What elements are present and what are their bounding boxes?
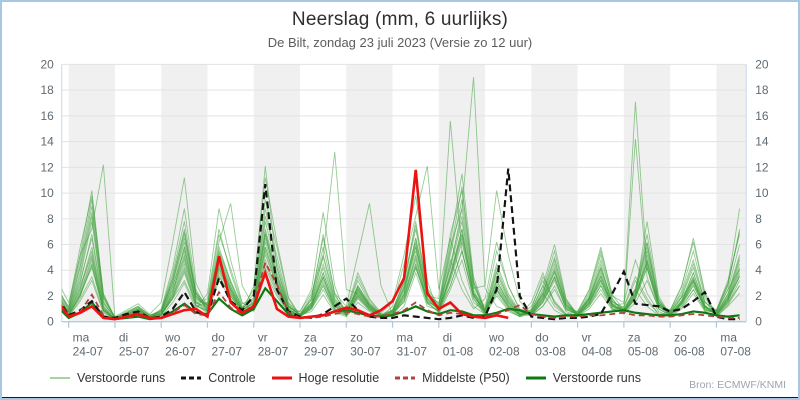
x-axis-day-label: di xyxy=(119,331,128,345)
legend-item: Middelste (P50) xyxy=(394,371,510,385)
y-axis-tick-label-right: 14 xyxy=(755,135,769,149)
legend-label: Hoge resolutie xyxy=(298,371,380,385)
x-axis-date-label: 06-08 xyxy=(674,344,705,358)
y-axis-tick-label-left: 10 xyxy=(40,186,54,200)
y-axis-tick-label-left: 6 xyxy=(47,238,54,252)
x-axis-date-label: 02-08 xyxy=(489,344,520,358)
ensemble-member-line xyxy=(61,138,741,320)
ensemble-member-line xyxy=(61,190,741,319)
page-title: Neerslag (mm, 6 uurlijks) xyxy=(291,9,509,30)
legend: Verstoorde runs Controle Hoge resolutie Mid… xyxy=(2,371,688,385)
y-axis-tick-label-left: 14 xyxy=(40,135,54,149)
hoge-resolutie-line xyxy=(61,169,509,321)
y-axis-tick-label-left: 2 xyxy=(47,289,54,303)
y-axis-tick-label-right: 12 xyxy=(755,160,769,174)
legend-swatch xyxy=(525,376,546,380)
x-axis-date-label: 29-07 xyxy=(304,344,335,358)
x-axis-day-label: ma xyxy=(73,331,90,345)
ensemble-member-line xyxy=(61,173,741,319)
legend-label: Verstoorde runs xyxy=(77,371,166,385)
x-axis-date-label: 30-07 xyxy=(350,344,381,358)
x-axis-day-label: zo xyxy=(674,331,687,345)
y-axis-tick-label-right: 16 xyxy=(755,109,769,123)
legend-label: Verstoorde runs xyxy=(552,371,641,385)
y-axis-tick-label-left: 0 xyxy=(47,315,54,329)
legend-swatch xyxy=(50,377,71,379)
x-axis-date-label: 03-08 xyxy=(535,344,566,358)
x-axis-day-label: za xyxy=(628,331,641,345)
y-axis-tick-label-right: 20 xyxy=(755,57,769,71)
page-subtitle: De Bilt, zondag 23 juli 2023 (Versie zo … xyxy=(267,35,533,50)
x-axis-day-label: do xyxy=(535,331,549,345)
y-axis-tick-label-right: 8 xyxy=(755,212,762,226)
legend-label: Middelste (P50) xyxy=(422,371,510,385)
ensemble-member-line xyxy=(61,151,740,319)
x-axis-date-label: 01-08 xyxy=(443,344,474,358)
x-axis-date-label: 28-07 xyxy=(258,344,289,358)
x-axis-day-label: zo xyxy=(350,331,363,345)
legend-item: Hoge resolutie xyxy=(271,371,380,385)
x-axis-day-label: za xyxy=(304,331,317,345)
x-axis-day-label: ma xyxy=(397,331,414,345)
x-axis-date-label: 05-08 xyxy=(628,344,659,358)
legend-label: Controle xyxy=(208,371,256,385)
y-axis-tick-label-right: 0 xyxy=(755,315,762,329)
x-axis-day-label: vr xyxy=(258,331,268,345)
y-axis-tick-label-right: 18 xyxy=(755,83,769,97)
y-axis-tick-label-left: 12 xyxy=(40,160,54,174)
x-axis-day-label: wo xyxy=(164,331,181,345)
y-axis-tick-label-left: 18 xyxy=(40,83,54,97)
x-axis-date-label: 27-07 xyxy=(211,344,242,358)
x-axis-day-label: di xyxy=(443,331,452,345)
y-axis-tick-label-right: 6 xyxy=(755,238,762,252)
y-axis-tick-label-left: 20 xyxy=(40,57,54,71)
ensemble-member-line xyxy=(61,165,741,320)
legend-item: Verstoorde runs xyxy=(525,371,641,385)
x-axis-date-label: 24-07 xyxy=(73,344,104,358)
y-axis-tick-label-left: 16 xyxy=(40,109,54,123)
y-axis-tick-label-left: 4 xyxy=(47,263,54,277)
x-axis-date-label: 04-08 xyxy=(582,344,613,358)
y-axis-tick-label-right: 2 xyxy=(755,289,762,303)
legend-swatch xyxy=(395,376,416,380)
x-axis-day-label: ma xyxy=(720,331,737,345)
x-axis-day-label: vr xyxy=(582,331,592,345)
bottom-bar xyxy=(2,397,798,398)
source-note: Bron: ECMWF/KNMI xyxy=(689,379,786,391)
y-axis-tick-label-left: 8 xyxy=(47,212,54,226)
legend-item: Verstoorde runs xyxy=(49,371,165,385)
legend-item: Controle xyxy=(180,371,256,385)
verstoorde-runs-thick-line xyxy=(61,286,740,321)
x-axis-day-label: do xyxy=(211,331,225,345)
x-axis-date-label: 25-07 xyxy=(119,344,150,358)
x-axis-date-label: 26-07 xyxy=(165,344,196,358)
x-axis-date-label: 31-07 xyxy=(397,344,428,358)
y-axis-tick-label-right: 4 xyxy=(755,263,762,277)
legend-swatch xyxy=(181,376,202,380)
legend-swatch xyxy=(271,376,292,380)
y-axis-tick-label-right: 10 xyxy=(755,186,769,200)
x-axis-date-label: 07-08 xyxy=(720,344,751,358)
x-axis-day-label: wo xyxy=(488,331,505,345)
